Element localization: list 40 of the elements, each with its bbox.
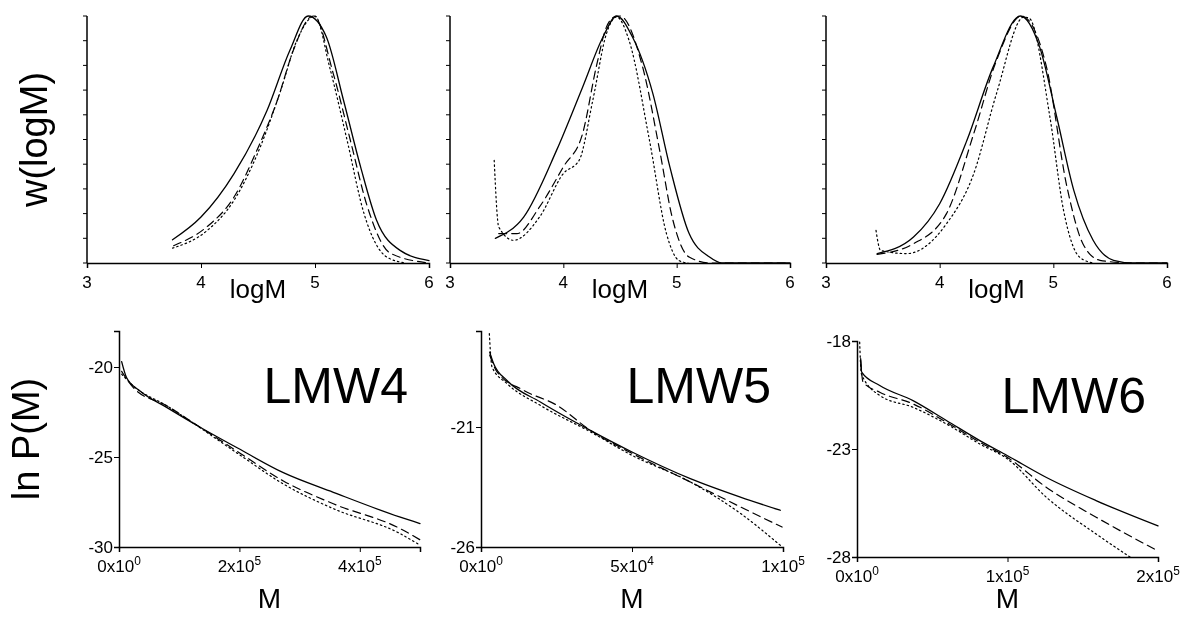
y-tick-label: -28	[826, 548, 851, 567]
x-tick-label: 3	[445, 273, 455, 292]
x-tick-label: 1x10$^{5}$	[761, 554, 806, 576]
x-tick-label: 4	[934, 273, 945, 292]
y-axis-title: ln P(M)	[5, 377, 47, 501]
x-tick-label: 4	[196, 273, 206, 292]
x-axis-title: logM	[591, 274, 649, 304]
y-tick-label: -25	[88, 448, 113, 467]
x-axis-title: logM	[229, 274, 287, 304]
annotation: LMW5	[626, 358, 771, 414]
x-axis-title: M	[995, 583, 1020, 614]
y-axis-title: w(logM)	[13, 71, 55, 209]
x-tick-label: 3	[821, 273, 831, 292]
annotation: LMW4	[263, 358, 408, 414]
x-tick-label: 6	[424, 273, 434, 292]
annotation: LMW6	[1001, 368, 1146, 424]
x-tick-label: 6	[785, 273, 795, 292]
y-tick-label: -21	[450, 418, 475, 437]
y-tick-label: -26	[450, 538, 475, 557]
x-tick-label: 4x10$^{5}$	[338, 554, 382, 576]
x-tick-label: 1x10$^{5}$	[985, 564, 1030, 586]
x-tick-label: 6	[1162, 273, 1172, 292]
x-tick-label: 5	[671, 273, 682, 292]
x-tick-label: 5	[310, 273, 320, 292]
y-tick-label: -30	[88, 538, 113, 557]
x-tick-label: 0x10$^{0}$	[97, 554, 142, 576]
y-tick-label: -18	[826, 332, 851, 351]
x-axis-title: logM	[968, 274, 1025, 304]
x-axis-title: M	[620, 583, 644, 614]
x-tick-label: 0x10$^{0}$	[459, 554, 504, 576]
x-tick-label: 2x10$^{5}$	[1136, 564, 1181, 586]
y-tick-label: -20	[88, 358, 113, 377]
x-tick-label: 3	[82, 273, 92, 292]
x-tick-label: 5x10$^{4}$	[610, 554, 655, 576]
x-axis-title: M	[257, 583, 282, 614]
x-tick-label: 4	[558, 273, 569, 292]
x-tick-label: 2x10$^{5}$	[217, 554, 262, 576]
y-tick-label: -23	[826, 440, 851, 459]
x-tick-label: 0x10$^{0}$	[835, 564, 880, 586]
x-tick-label: 5	[1048, 273, 1059, 292]
